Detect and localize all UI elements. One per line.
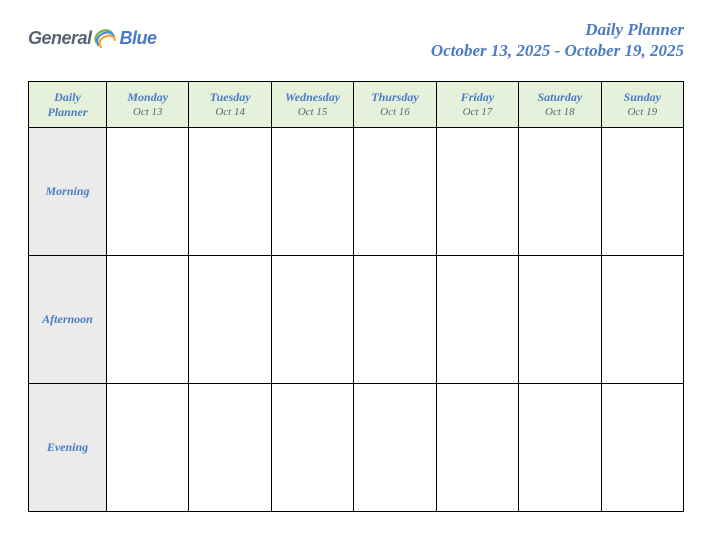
cell-sun-morning[interactable] <box>601 128 683 256</box>
header-row-days: Daily Planner Monday Oct 13 Tuesday Oct … <box>29 82 684 128</box>
day-date: Oct 16 <box>355 105 434 119</box>
day-header-sun: Sunday Oct 19 <box>601 82 683 128</box>
cell-thu-morning[interactable] <box>354 128 436 256</box>
corner-cell: Daily Planner <box>29 82 107 128</box>
cell-tue-afternoon[interactable] <box>189 256 271 384</box>
day-name: Tuesday <box>190 90 269 104</box>
cell-wed-evening[interactable] <box>271 384 353 512</box>
cell-mon-afternoon[interactable] <box>107 256 189 384</box>
cell-tue-evening[interactable] <box>189 384 271 512</box>
day-date: Oct 14 <box>190 105 269 119</box>
cell-sat-evening[interactable] <box>519 384 601 512</box>
day-name: Saturday <box>520 90 599 104</box>
period-label-afternoon: Afternoon <box>29 256 107 384</box>
planner-table: Daily Planner Monday Oct 13 Tuesday Oct … <box>28 81 684 512</box>
day-name: Friday <box>438 90 517 104</box>
cell-mon-evening[interactable] <box>107 384 189 512</box>
day-header-wed: Wednesday Oct 15 <box>271 82 353 128</box>
row-morning: Morning <box>29 128 684 256</box>
day-header-thu: Thursday Oct 16 <box>354 82 436 128</box>
date-range: October 13, 2025 - October 19, 2025 <box>431 41 684 61</box>
day-name: Sunday <box>603 90 682 104</box>
cell-wed-afternoon[interactable] <box>271 256 353 384</box>
cell-wed-morning[interactable] <box>271 128 353 256</box>
title-block: Daily Planner October 13, 2025 - October… <box>431 20 684 61</box>
day-date: Oct 17 <box>438 105 517 119</box>
logo-word-general: General <box>28 28 92 49</box>
cell-fri-evening[interactable] <box>436 384 518 512</box>
day-header-mon: Monday Oct 13 <box>107 82 189 128</box>
cell-sat-morning[interactable] <box>519 128 601 256</box>
day-name: Monday <box>108 90 187 104</box>
day-header-tue: Tuesday Oct 14 <box>189 82 271 128</box>
day-header-fri: Friday Oct 17 <box>436 82 518 128</box>
brand-logo: General Blue <box>28 26 157 50</box>
row-evening: Evening <box>29 384 684 512</box>
day-name: Thursday <box>355 90 434 104</box>
day-date: Oct 18 <box>520 105 599 119</box>
day-date: Oct 13 <box>108 105 187 119</box>
cell-mon-morning[interactable] <box>107 128 189 256</box>
cell-tue-morning[interactable] <box>189 128 271 256</box>
logo-word-blue: Blue <box>120 28 157 49</box>
cell-thu-evening[interactable] <box>354 384 436 512</box>
day-header-sat: Saturday Oct 18 <box>519 82 601 128</box>
cell-sun-afternoon[interactable] <box>601 256 683 384</box>
corner-label-1: Daily <box>30 90 105 104</box>
period-label-evening: Evening <box>29 384 107 512</box>
period-label-morning: Morning <box>29 128 107 256</box>
corner-label-2: Planner <box>30 105 105 119</box>
day-date: Oct 19 <box>603 105 682 119</box>
cell-fri-morning[interactable] <box>436 128 518 256</box>
page-title: Daily Planner <box>431 20 684 40</box>
day-name: Wednesday <box>273 90 352 104</box>
header-row: General Blue Daily Planner October 13, 2… <box>28 20 684 61</box>
day-date: Oct 15 <box>273 105 352 119</box>
logo-swirl-icon <box>92 26 118 50</box>
row-afternoon: Afternoon <box>29 256 684 384</box>
cell-sat-afternoon[interactable] <box>519 256 601 384</box>
cell-sun-evening[interactable] <box>601 384 683 512</box>
cell-fri-afternoon[interactable] <box>436 256 518 384</box>
cell-thu-afternoon[interactable] <box>354 256 436 384</box>
planner-page: General Blue Daily Planner October 13, 2… <box>0 0 712 550</box>
